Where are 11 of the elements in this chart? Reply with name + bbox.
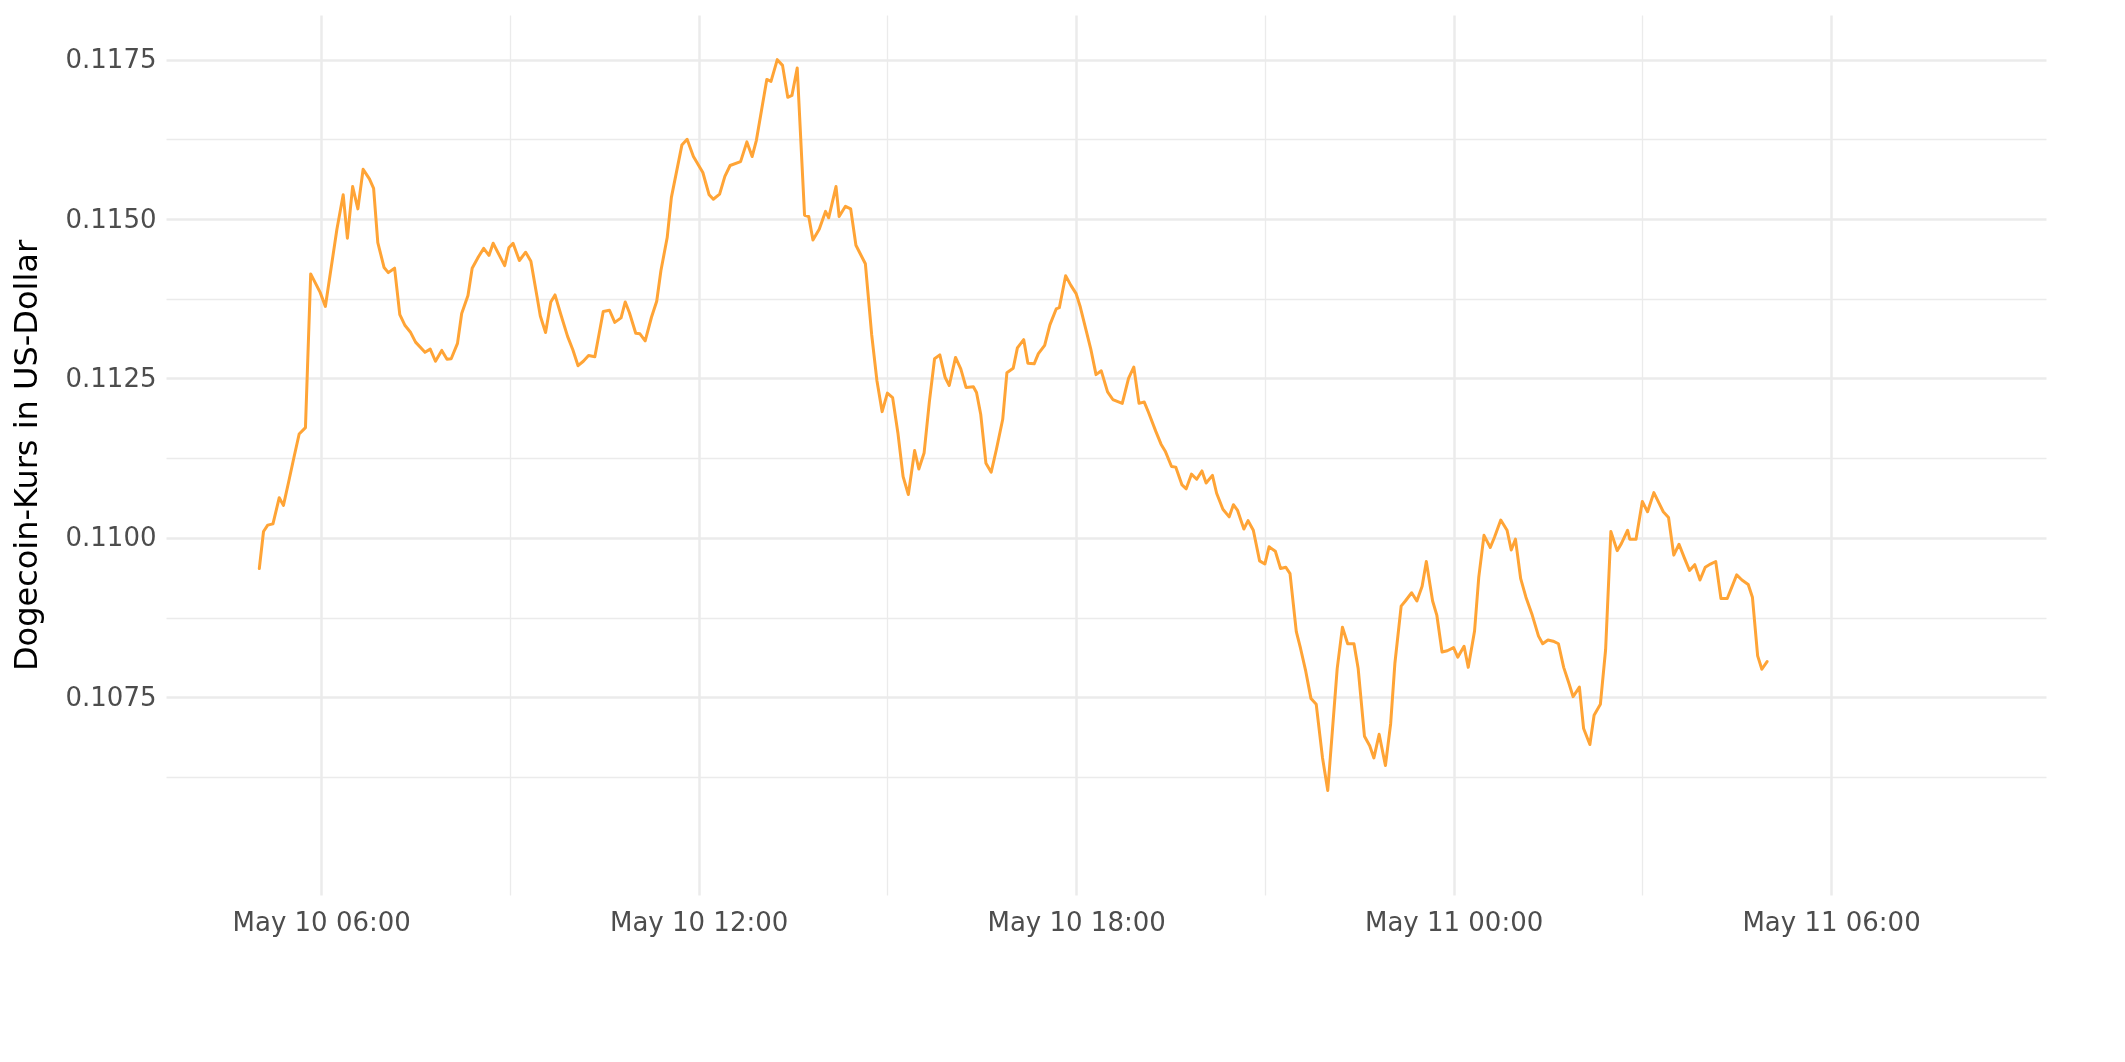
x-tick-label: May 10 18:00 — [987, 906, 1166, 937]
x-tick-label: May 10 12:00 — [610, 906, 789, 937]
y-tick-label: 0.1100 — [65, 522, 157, 553]
x-tick-label: May 11 06:00 — [1742, 906, 1921, 937]
y-tick-label: 0.1175 — [65, 44, 157, 75]
x-tick-label: May 10 06:00 — [232, 906, 411, 937]
y-tick-label: 0.1125 — [65, 362, 157, 393]
y-tick-label: 0.1075 — [65, 681, 157, 712]
y-tick-label: 0.1150 — [65, 203, 157, 234]
y-axis-title: Dogecoin-Kurs in US-Dollar — [6, 239, 45, 672]
x-tick-label: May 11 00:00 — [1364, 906, 1544, 937]
